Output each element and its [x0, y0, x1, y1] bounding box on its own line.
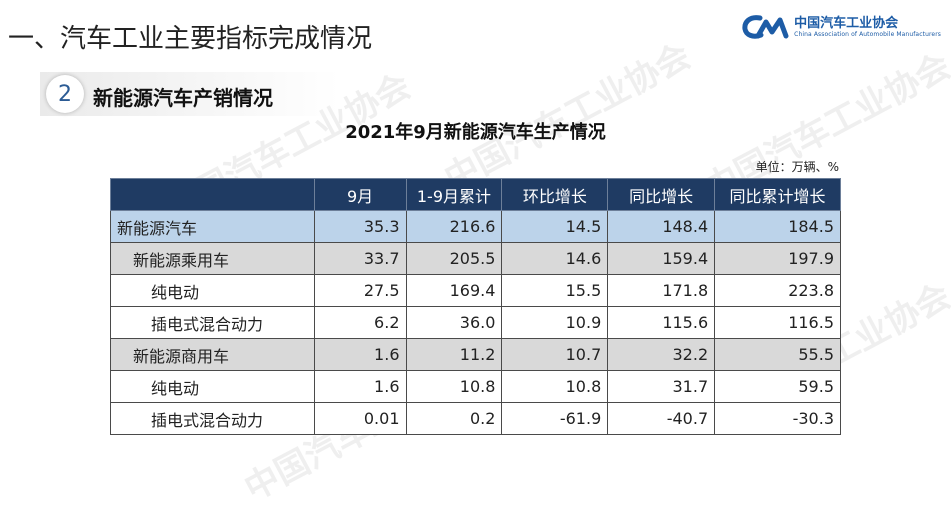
- table-cell: 1.6: [313, 370, 407, 403]
- table-cell: 10.8: [501, 370, 609, 403]
- table-cell: 6.2: [313, 306, 407, 339]
- table-row: 插电式混合动力 6.2 36.0 10.9 115.6 116.5: [110, 306, 841, 339]
- table-cell: 0.01: [313, 402, 407, 435]
- table-cell: 171.8: [607, 274, 716, 307]
- page-heading: 一、汽车工业主要指标完成情况: [8, 24, 373, 54]
- table-cell: 148.4: [607, 210, 716, 243]
- table-cell: 223.8: [714, 274, 841, 307]
- logo-name-en: China Association of Automobile Manufact…: [794, 30, 941, 38]
- column-header: 同比增长: [607, 178, 716, 211]
- table-cell: 27.5: [313, 274, 407, 307]
- column-header: 同比累计增长: [714, 178, 841, 211]
- table-cell: 205.5: [405, 242, 503, 275]
- table-row: 新能源汽车 35.3 216.6 14.5 148.4 184.5: [110, 210, 841, 243]
- table-cell: 116.5: [714, 306, 841, 339]
- row-label: 插电式混合动力: [110, 306, 315, 339]
- table-cell: -61.9: [501, 402, 609, 435]
- column-header: 1-9月累计: [405, 178, 503, 211]
- table-header-row: 9月 1-9月累计 环比增长 同比增长 同比累计增长: [110, 178, 841, 211]
- column-header: [110, 178, 315, 211]
- row-label: 纯电动: [110, 370, 315, 403]
- table-row: 新能源商用车 1.6 11.2 10.7 32.2 55.5: [110, 338, 841, 371]
- section-title: 新能源汽车产销情况: [93, 86, 273, 110]
- column-header: 9月: [313, 178, 407, 211]
- table-cell: 11.2: [405, 338, 503, 371]
- table-row: 插电式混合动力 0.01 0.2 -61.9 -40.7 -30.3: [110, 402, 841, 435]
- watermark: 中国汽车工业协会: [438, 36, 698, 200]
- table-cell: -30.3: [714, 402, 841, 435]
- table-cell: 33.7: [313, 242, 407, 275]
- section-banner: [40, 72, 340, 116]
- caam-logo-icon: [742, 15, 789, 39]
- table-cell: 10.7: [501, 338, 609, 371]
- table-cell: 59.5: [714, 370, 841, 403]
- table-cell: 216.6: [405, 210, 503, 243]
- table-cell: 32.2: [607, 338, 716, 371]
- row-label: 插电式混合动力: [110, 402, 315, 435]
- logo-name-cn: 中国汽车工业协会: [794, 15, 899, 31]
- table-cell: 0.2: [405, 402, 503, 435]
- table-cell: 159.4: [607, 242, 716, 275]
- table-unit: 单位：万辆、%: [755, 160, 839, 174]
- table-row: 纯电动 27.5 169.4 15.5 171.8 223.8: [110, 274, 841, 307]
- table-cell: 14.5: [501, 210, 609, 243]
- table-cell: 1.6: [313, 338, 407, 371]
- table-cell: 14.6: [501, 242, 609, 275]
- table-cell: 15.5: [501, 274, 609, 307]
- table-cell: 197.9: [714, 242, 841, 275]
- table-title: 2021年9月新能源汽车生产情况: [345, 122, 606, 143]
- table-cell: -40.7: [607, 402, 716, 435]
- table-cell: 35.3: [313, 210, 407, 243]
- table-row: 新能源乘用车 33.7 205.5 14.6 159.4 197.9: [110, 242, 841, 275]
- table-cell: 169.4: [405, 274, 503, 307]
- nev-production-table: 9月 1-9月累计 环比增长 同比增长 同比累计增长 新能源汽车 35.3 21…: [110, 178, 841, 435]
- table-cell: 184.5: [714, 210, 841, 243]
- table-cell: 115.6: [607, 306, 716, 339]
- row-label: 新能源乘用车: [110, 242, 315, 275]
- table-cell: 10.9: [501, 306, 609, 339]
- table-cell: 55.5: [714, 338, 841, 371]
- table-cell: 10.8: [405, 370, 503, 403]
- row-label: 新能源汽车: [110, 210, 315, 243]
- row-label: 纯电动: [110, 274, 315, 307]
- caam-logo: 中国汽车工业协会 China Association of Automobile…: [742, 14, 941, 40]
- table-cell: 36.0: [405, 306, 503, 339]
- row-label: 新能源商用车: [110, 338, 315, 371]
- section-number: 2: [46, 75, 84, 113]
- table-cell: 31.7: [607, 370, 716, 403]
- column-header: 环比增长: [501, 178, 609, 211]
- table-row: 纯电动 1.6 10.8 10.8 31.7 59.5: [110, 370, 841, 403]
